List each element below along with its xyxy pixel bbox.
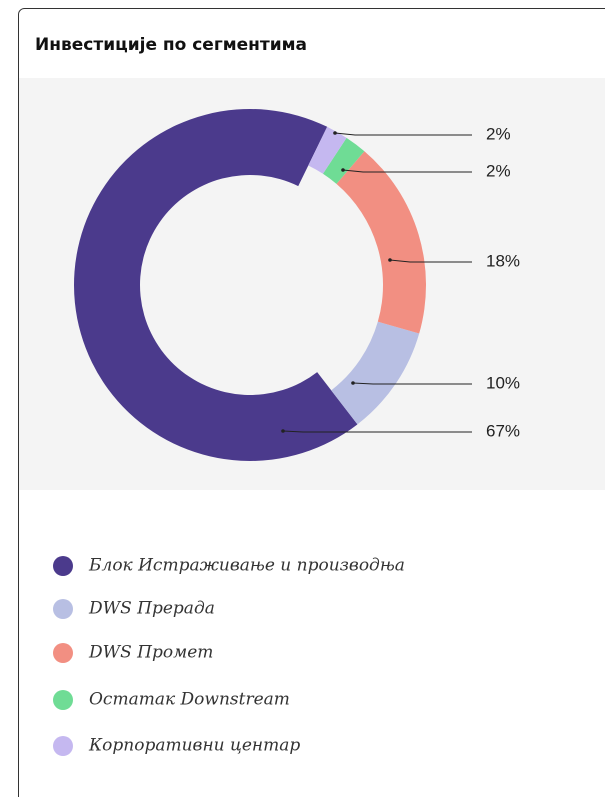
leader-line <box>282 430 472 433</box>
donut-slice <box>308 126 347 174</box>
legend-swatch <box>53 736 73 756</box>
legend-swatch <box>53 599 73 619</box>
donut-slice <box>74 109 358 461</box>
leader-line <box>389 259 472 263</box>
donut-slice <box>331 321 420 425</box>
value-label: 2% <box>486 124 511 143</box>
chart-title: Инвестиције по сегментима <box>35 35 307 55</box>
legend-label: DWS Промет <box>88 643 213 663</box>
value-label: 67% <box>486 421 520 440</box>
value-label: 18% <box>486 251 520 270</box>
leader-line <box>334 132 472 136</box>
legend-label: Остатак Downstream <box>89 690 290 710</box>
donut-slice <box>322 137 365 184</box>
value-label: 2% <box>486 161 511 180</box>
legend-swatch <box>53 556 73 576</box>
leader-line <box>352 382 472 385</box>
donut-slice <box>336 151 426 334</box>
legend-label: DWS Прерада <box>88 599 215 619</box>
value-label: 10% <box>486 373 520 392</box>
legend-swatch <box>53 690 73 710</box>
legend-label: Блок Истраживање и производња <box>88 556 405 576</box>
legend-swatch <box>53 643 73 663</box>
legend-label: Корпоративни центар <box>88 736 300 756</box>
leader-line <box>342 169 472 173</box>
